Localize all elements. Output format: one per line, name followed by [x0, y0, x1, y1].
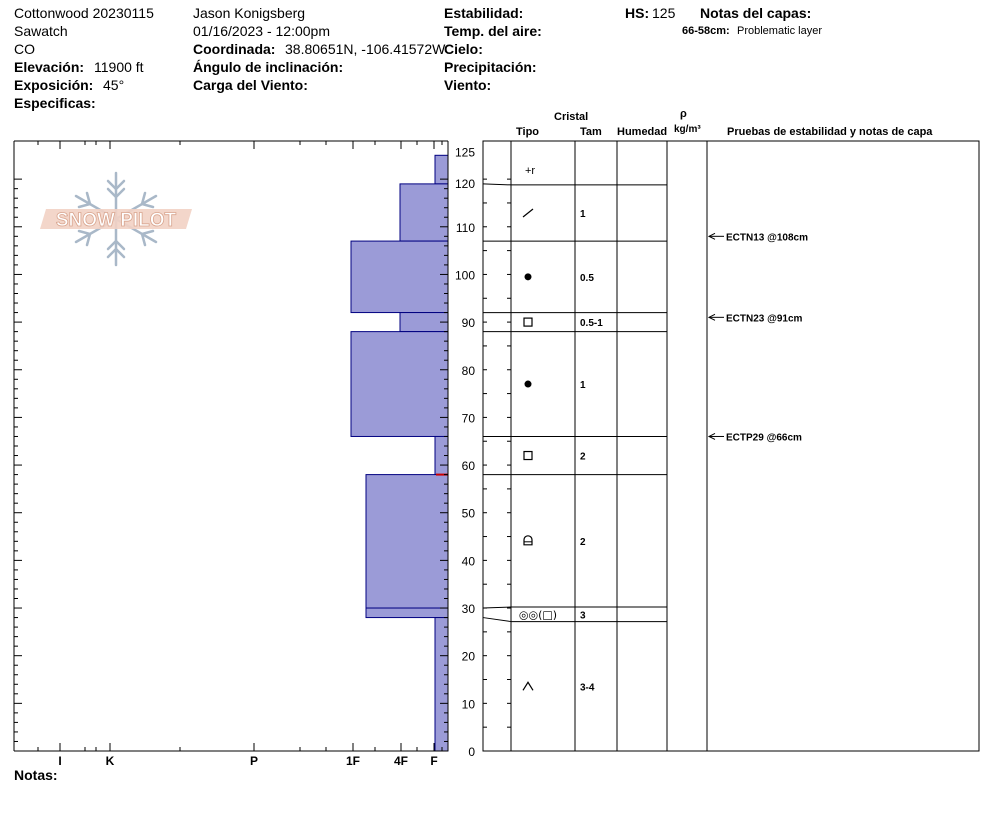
hs-label: HS: — [625, 5, 650, 21]
test-arrow-head — [707, 232, 716, 240]
specifics-label: Especificas: — [14, 95, 96, 111]
grain-symbol — [522, 681, 534, 691]
sky-label: Cielo: — [444, 41, 483, 57]
height-tick-label: 30 — [462, 602, 476, 616]
layer-connector — [482, 183, 512, 186]
precip-particle-icon: +r — [525, 165, 535, 177]
layer-notes-label: Notas del capas: — [700, 5, 812, 21]
grain-symbol — [523, 535, 533, 546]
grain-size-label: 2 — [580, 537, 586, 548]
layer-note-text: Problematic layer — [737, 25, 822, 37]
layer-connector — [482, 606, 512, 609]
grain-size-label: 1 — [580, 380, 586, 391]
grain-size-label: 0.5 — [580, 273, 594, 284]
grain-size-label: 3-4 — [580, 682, 595, 693]
grain-symbol — [524, 273, 532, 281]
incline-label: Ángulo de inclinación: — [193, 59, 344, 75]
faceted-grain-icon — [523, 450, 533, 461]
logo-banner: SNOW PILOT — [40, 209, 192, 231]
air-temp-label: Temp. del aire: — [444, 23, 542, 39]
height-tick-label: 80 — [462, 364, 476, 378]
stability-label: Estabilidad: — [444, 5, 524, 21]
hardness-bar — [350, 331, 449, 437]
test-arrow-head — [707, 433, 716, 440]
height-tick-label: 0 — [468, 745, 475, 759]
grain-symbol — [523, 317, 533, 327]
height-tick-label: 90 — [462, 316, 476, 330]
grain-symbol — [522, 208, 534, 218]
hs-value: 125 — [652, 5, 676, 21]
height-tick-label: 120 — [455, 177, 475, 191]
hardness-tick-label: 4F — [394, 754, 408, 768]
precip-label: Precipitación: — [444, 59, 537, 75]
hardness-bar — [399, 183, 449, 242]
height-tick-label: 10 — [462, 697, 476, 711]
type-header: Tipo — [516, 126, 540, 138]
height-tick-label: 40 — [462, 554, 476, 568]
melt-crust-icon — [523, 535, 533, 546]
grain-symbol: ◎◎(□) — [519, 608, 557, 621]
range-name: Sawatch — [14, 23, 68, 39]
elevation-label: Elevación: — [14, 59, 85, 75]
decomposing-grain-icon — [522, 208, 534, 218]
observer-name: Jason Konigsberg — [193, 5, 306, 21]
mixed-grain-icon: ◎◎(□) — [519, 608, 557, 621]
test-arrow-head — [707, 313, 716, 321]
grain-size-label: 1 — [580, 209, 586, 220]
height-tick-label: 110 — [456, 221, 475, 235]
tests-header: Pruebas de estabilidad y notas de capa — [727, 126, 933, 138]
pit-title: Cottonwood 20230115 — [14, 5, 154, 21]
moisture-header: Humedad — [617, 126, 668, 138]
logo-text: SNOW PILOT — [56, 210, 177, 231]
hardness-tick-label: F — [430, 754, 437, 768]
stability-test-label: ECTN23 @91cm — [726, 313, 803, 324]
observation-datetime: 01/16/2023 - 12:00pm — [193, 23, 330, 39]
stability-test-label: ECTN13 @108cm — [726, 232, 808, 243]
aspect-value: 45° — [103, 77, 125, 93]
height-tick-label: 60 — [462, 459, 476, 473]
layer-connector — [482, 617, 512, 623]
faceted-grain-icon — [523, 317, 533, 327]
stability-test-label: ECTP29 @66cm — [726, 432, 802, 443]
notes-label: Notas: — [14, 767, 58, 783]
table-frame — [482, 140, 980, 752]
rho-header: ρ — [680, 108, 687, 120]
wind-label: Viento: — [444, 77, 492, 93]
height-tick-label: 50 — [462, 507, 476, 521]
size-header: Tam — [580, 126, 602, 138]
grain-size-label: 0.5-1 — [580, 318, 603, 329]
density-unit-header: kg/m³ — [674, 124, 701, 135]
height-tick-label: 125 — [455, 145, 475, 159]
elevation-value: 11900 ft — [94, 59, 144, 75]
hardness-tick-label: K — [106, 754, 115, 768]
height-tick-label: 70 — [462, 411, 476, 425]
hardness-tick-label: I — [58, 754, 61, 768]
hardness-tick-label: P — [250, 754, 258, 768]
grain-symbol — [523, 450, 533, 461]
rounded-grain-icon — [524, 380, 532, 388]
grain-size-label: 2 — [580, 452, 586, 463]
hardness-bar — [350, 240, 449, 314]
hardness-bar — [365, 474, 449, 609]
height-tick-label: 20 — [462, 650, 476, 664]
rounded-grain-icon — [524, 273, 532, 281]
crystal-header: Cristal — [554, 111, 589, 123]
depth-hoar-icon — [522, 681, 534, 691]
grain-size-label: 3 — [580, 610, 586, 621]
layer-note-range: 66-58cm: — [682, 25, 730, 37]
aspect-label: Exposición: — [14, 77, 94, 93]
state-name: CO — [14, 41, 35, 57]
coordinate-value: 38.80651N, -106.41572W — [285, 41, 446, 57]
grain-symbol: +r — [525, 165, 535, 177]
grain-symbol — [524, 380, 532, 388]
hardness-tick-label: 1F — [346, 754, 360, 768]
hardness-bar — [365, 607, 449, 619]
height-tick-label: 100 — [455, 268, 475, 282]
coordinate-label: Coordinada: — [193, 41, 276, 57]
wind-load-label: Carga del Viento: — [193, 77, 308, 93]
